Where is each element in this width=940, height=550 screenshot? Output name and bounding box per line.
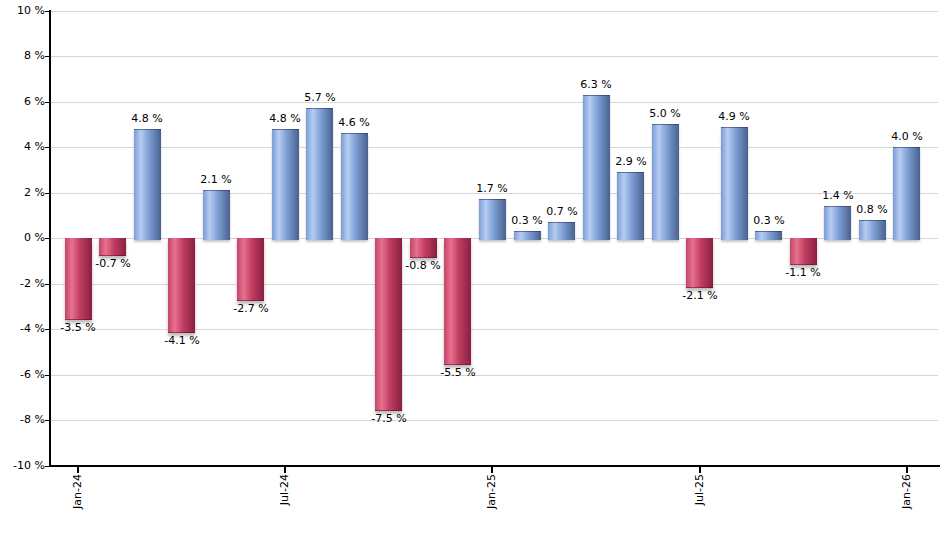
- monthly-returns-bar-chart: 10 % 8 % 6 % 4 % 2 % 0 % -2 % -4 % -6 % -8 % -10 %…: [0, 0, 940, 550]
- bar-value-label: 4.0 %: [875, 130, 939, 143]
- bar[interactable]: [168, 238, 195, 333]
- x-tick-label: Jan-24: [71, 474, 85, 509]
- bar[interactable]: [203, 190, 230, 240]
- y-tick-label: -10 %: [0, 459, 45, 472]
- bar-value-label: 5.7 %: [288, 91, 352, 104]
- y-tick-label: 6 %: [0, 95, 45, 108]
- x-tick-label: Jan-25: [485, 474, 499, 509]
- y-tick-label: 2 %: [0, 186, 45, 199]
- x-axis-tick: [77, 465, 79, 473]
- bar[interactable]: [652, 124, 679, 240]
- bar-value-label: 5.0 %: [633, 107, 697, 120]
- x-tick-label: Jul-25: [693, 474, 707, 505]
- bar-value-label: 2.1 %: [184, 173, 248, 186]
- y-tick-label: 0 %: [0, 231, 45, 244]
- x-axis-tick: [699, 465, 701, 473]
- y-tick-label: 10 %: [0, 4, 45, 17]
- bar[interactable]: [755, 231, 782, 240]
- y-gridline: [50, 147, 938, 148]
- bar-value-label: -2.7 %: [219, 302, 283, 315]
- bar-value-label: 4.8 %: [115, 112, 179, 125]
- bar[interactable]: [514, 231, 541, 240]
- y-tick-label: -4 %: [0, 322, 45, 335]
- bar-value-label: 1.7 %: [460, 182, 524, 195]
- y-gridline: [50, 11, 938, 12]
- y-gridline: [50, 56, 938, 57]
- bar[interactable]: [237, 238, 264, 301]
- bar-value-label: -2.1 %: [668, 289, 732, 302]
- y-tick-label: -2 %: [0, 277, 45, 290]
- y-gridline: [50, 420, 938, 421]
- y-tick-label: 8 %: [0, 49, 45, 62]
- bar-value-label: 1.4 %: [806, 189, 870, 202]
- x-axis-tick: [284, 465, 286, 473]
- bar[interactable]: [548, 222, 575, 240]
- bar[interactable]: [65, 238, 92, 320]
- x-axis-tick: [491, 465, 493, 473]
- y-gridline: [50, 375, 938, 376]
- bar-value-label: -7.5 %: [357, 412, 421, 425]
- bar-value-label: -3.5 %: [46, 321, 110, 334]
- bar-value-label: -4.1 %: [150, 334, 214, 347]
- bar[interactable]: [686, 238, 713, 288]
- bar[interactable]: [790, 238, 817, 265]
- bar-value-label: -0.7 %: [81, 257, 145, 270]
- x-tick-label: Jan-26: [900, 474, 914, 509]
- y-tick-label: -8 %: [0, 413, 45, 426]
- bar[interactable]: [859, 220, 886, 240]
- bar-value-label: 6.3 %: [564, 78, 628, 91]
- bar[interactable]: [444, 238, 471, 365]
- bar-value-label: -5.5 %: [426, 366, 490, 379]
- y-gridline: [50, 102, 938, 103]
- x-axis-line: [49, 465, 940, 467]
- bar[interactable]: [99, 238, 126, 256]
- y-tick-label: -6 %: [0, 368, 45, 381]
- bar[interactable]: [134, 129, 161, 240]
- bar[interactable]: [341, 133, 368, 240]
- x-tick-label: Jul-24: [278, 474, 292, 505]
- bar[interactable]: [893, 147, 920, 240]
- bar[interactable]: [410, 238, 437, 258]
- x-axis-tick: [906, 465, 908, 473]
- bar[interactable]: [617, 172, 644, 240]
- bar-value-label: 4.9 %: [702, 110, 766, 123]
- bar-value-label: 4.6 %: [322, 116, 386, 129]
- bar-value-label: 0.3 %: [737, 214, 801, 227]
- y-tick-label: 4 %: [0, 140, 45, 153]
- bar[interactable]: [272, 129, 299, 240]
- bar-value-label: -1.1 %: [771, 266, 835, 279]
- y-axis-line: [49, 10, 51, 467]
